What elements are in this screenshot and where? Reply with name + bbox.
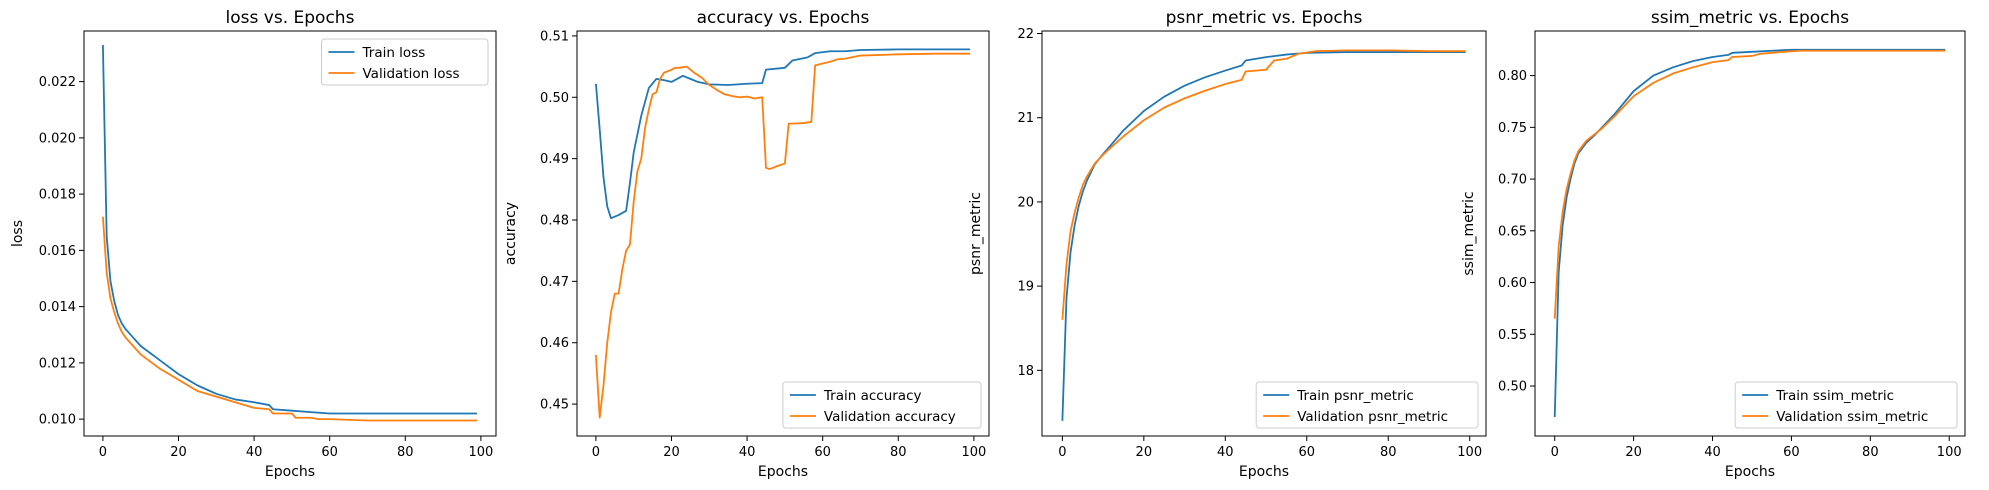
- y-tick-label: 19: [1017, 280, 1034, 295]
- plot-frame: [1041, 30, 1487, 437]
- series-line-validation: [595, 52, 971, 419]
- y-tick-label: 0.65: [1498, 224, 1527, 239]
- series-line-validation: [1061, 49, 1466, 320]
- legend-label: Train psnr_metric: [1296, 388, 1414, 404]
- y-tick-label: 0.016: [39, 244, 76, 259]
- y-axis-label: psnr_metric: [968, 192, 984, 275]
- series-line-validation: [102, 216, 478, 422]
- plot-frame: [1534, 30, 1966, 437]
- x-tick-label: 100: [468, 445, 493, 460]
- chart-title: loss vs. Epochs: [226, 8, 355, 28]
- chart-panel-4: ssim_metric vs. Epochs 0 20 40 60 80 100 0.50 0.…: [1461, 8, 1966, 480]
- x-tick-label: 0: [99, 445, 107, 460]
- y-tick-label: 0.50: [1498, 380, 1527, 395]
- y-tick-label: 21: [1017, 111, 1034, 126]
- legend: Train loss Validation loss: [321, 38, 489, 86]
- x-tick-label: 80: [1862, 445, 1879, 460]
- legend-box: [1734, 381, 1958, 429]
- y-axis-label: loss: [10, 220, 26, 247]
- chart-title: accuracy vs. Epochs: [697, 8, 870, 28]
- x-axis-label: Epochs: [1239, 464, 1289, 480]
- legend-box: [1255, 381, 1479, 429]
- chart-panel-2: accuracy vs. Epochs 0 20 40 60 80 100 0.45 0.46 0…: [503, 8, 990, 480]
- y-tick-label: 0.020: [39, 131, 76, 146]
- y-tick-label: 0.022: [39, 75, 76, 90]
- legend-label: Validation loss: [363, 66, 460, 82]
- y-tick-label: 0.80: [1498, 69, 1527, 84]
- legend: Train ssim_metric Validation ssim_metric: [1734, 381, 1958, 429]
- x-tick-label: 20: [170, 445, 187, 460]
- legend-label: Train ssim_metric: [1775, 388, 1894, 404]
- y-tick-label: 18: [1017, 364, 1034, 379]
- y-tick-label: 22: [1017, 27, 1034, 42]
- y-tick-label: 0.70: [1498, 173, 1527, 188]
- y-tick-label: 0.75: [1498, 121, 1527, 136]
- x-tick-label: 20: [1136, 445, 1153, 460]
- x-tick-label: 0: [1058, 445, 1066, 460]
- y-axis-label: ssim_metric: [1461, 191, 1477, 275]
- legend: Train accuracy Validation accuracy: [782, 381, 982, 429]
- y-tick-label: 0.47: [540, 275, 569, 290]
- y-tick-label: 0.60: [1498, 276, 1527, 291]
- x-axis-label: Epochs: [1725, 464, 1775, 480]
- chart-title: psnr_metric vs. Epochs: [1166, 8, 1363, 28]
- y-tick-label: 0.018: [39, 188, 76, 203]
- legend-label: Validation ssim_metric: [1776, 409, 1928, 425]
- x-tick-label: 60: [321, 445, 338, 460]
- x-tick-label: 40: [739, 445, 756, 460]
- series-line-train: [595, 48, 971, 220]
- y-tick-label: 0.48: [540, 214, 569, 229]
- x-tick-label: 20: [1625, 445, 1642, 460]
- x-tick-label: 100: [1937, 445, 1962, 460]
- y-tick-label: 0.49: [540, 152, 569, 167]
- chart-panel-1: loss vs. Epochs 0 20 40 60 80 100 0.010 0.012 0.0…: [10, 8, 497, 480]
- y-tick-label: 20: [1017, 195, 1034, 210]
- x-tick-label: 40: [1217, 445, 1234, 460]
- y-tick-label: 0.010: [39, 413, 76, 428]
- x-tick-label: 60: [814, 445, 831, 460]
- x-tick-label: 80: [397, 445, 414, 460]
- plot-frame: [83, 30, 497, 437]
- x-tick-label: 100: [961, 445, 986, 460]
- series-line-train: [1553, 48, 1946, 418]
- x-tick-label: 40: [1704, 445, 1721, 460]
- legend: Train psnr_metric Validation psnr_metric: [1255, 381, 1479, 429]
- y-tick-label: 0.45: [540, 398, 569, 413]
- y-tick-label: 0.012: [39, 356, 76, 371]
- legend-box: [782, 381, 982, 429]
- x-axis-label: Epochs: [265, 464, 315, 480]
- chart-panel-3: psnr_metric vs. Epochs 0 20 40 60 80 100 18 19 20…: [968, 8, 1487, 480]
- y-tick-label: 0.014: [39, 300, 76, 315]
- x-tick-label: 60: [1783, 445, 1800, 460]
- x-tick-label: 80: [890, 445, 907, 460]
- legend-label: Validation psnr_metric: [1297, 409, 1448, 425]
- x-tick-label: 100: [1457, 445, 1482, 460]
- x-tick-label: 60: [1298, 445, 1315, 460]
- legend-label: Validation accuracy: [824, 409, 956, 425]
- chart-title: ssim_metric vs. Epochs: [1651, 8, 1849, 28]
- y-tick-label: 0.51: [540, 29, 569, 44]
- y-tick-label: 0.55: [1498, 328, 1527, 343]
- legend-label: Train accuracy: [823, 388, 922, 404]
- y-tick-label: 0.50: [540, 91, 569, 106]
- legend-label: Train loss: [362, 45, 426, 61]
- y-axis-label: accuracy: [503, 202, 519, 265]
- x-tick-label: 40: [246, 445, 263, 460]
- x-tick-label: 0: [1551, 445, 1559, 460]
- legend-box: [321, 38, 489, 86]
- series-line-validation: [1553, 49, 1946, 319]
- series-line-train: [1061, 51, 1466, 421]
- series-line-train: [102, 45, 478, 415]
- x-axis-label: Epochs: [758, 464, 808, 480]
- x-tick-label: 20: [663, 445, 680, 460]
- x-tick-label: 80: [1380, 445, 1397, 460]
- x-tick-label: 0: [592, 445, 600, 460]
- plot-frame: [576, 30, 990, 437]
- y-tick-label: 0.46: [540, 336, 569, 351]
